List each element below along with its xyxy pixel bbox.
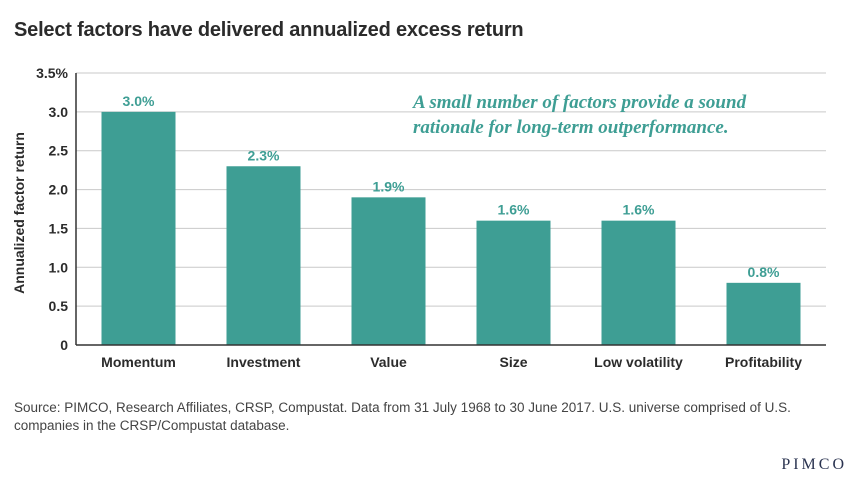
bar: [601, 220, 676, 345]
bars: [101, 111, 801, 345]
pimco-logo: PIMCO: [781, 456, 847, 473]
x-tick-label: Low volatility: [594, 354, 683, 370]
data-label: 0.8%: [748, 264, 780, 280]
y-tick-label: 2.5: [49, 143, 69, 159]
y-tick-label: 3.0: [49, 104, 69, 120]
y-axis-title: Annualized factor return: [11, 132, 27, 294]
bar: [351, 197, 426, 345]
x-tick-label: Size: [499, 354, 527, 370]
data-label: 1.9%: [373, 178, 405, 194]
data-label: 1.6%: [498, 202, 530, 218]
data-label: 2.3%: [248, 147, 280, 163]
chart-annotation: A small number of factors provide a soun…: [412, 92, 747, 113]
chart-annotation: rationale for long-term outperformance.: [413, 117, 729, 138]
data-label: 3.0%: [123, 93, 155, 109]
gridlines: [76, 72, 826, 307]
bar: [226, 166, 301, 345]
y-tick-label: 1.0: [49, 259, 69, 275]
y-tick-label: 0: [60, 337, 68, 353]
bar: [476, 220, 551, 345]
x-tick-label: Momentum: [101, 354, 176, 370]
labels: 0 0.5 1.0 1.5 2.0 2.5 3.0 3.5% 3.0% Momentum 2.3% I…: [11, 65, 802, 370]
bar: [726, 282, 801, 345]
data-label: 1.6%: [623, 202, 655, 218]
y-tick-label: 0.5: [49, 298, 69, 314]
y-tick-label: 3.5%: [36, 65, 68, 81]
x-tick-label: Investment: [227, 354, 301, 370]
y-tick-label: 2.0: [49, 182, 69, 198]
source-note: Source: PIMCO, Research Affiliates, CRSP…: [14, 400, 791, 433]
y-tick-label: 1.5: [49, 220, 69, 236]
bar: [101, 111, 176, 345]
x-tick-label: Profitability: [725, 354, 802, 370]
x-tick-label: Value: [370, 354, 407, 370]
page-title: Select factors have delivered annualized…: [14, 19, 524, 41]
axes: [75, 73, 826, 346]
